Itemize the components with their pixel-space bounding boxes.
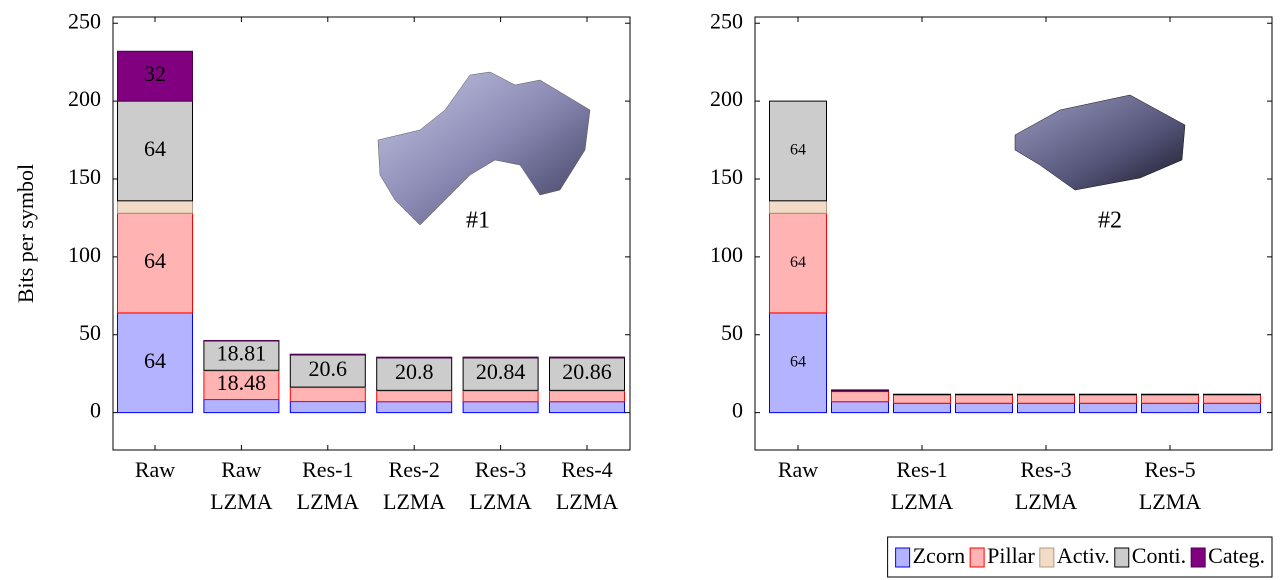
annotation: #2 <box>1098 208 1122 234</box>
bar-segment <box>376 401 453 414</box>
bar-segment <box>549 401 625 414</box>
bar-segment <box>117 212 193 314</box>
data-label: 64 <box>790 254 806 271</box>
legend-label: Conti. <box>1132 543 1186 568</box>
bar-segment <box>462 401 539 414</box>
bar-segment <box>549 357 625 391</box>
bar-segment <box>117 100 193 202</box>
bar-segment <box>117 312 193 414</box>
data-label: 20.84 <box>476 359 526 384</box>
x-tick-label: Res-1 LZMA <box>891 457 953 514</box>
y-tick-label: 0 <box>90 398 101 423</box>
annotation: #1 <box>466 208 490 234</box>
bar-segment <box>289 401 366 414</box>
legend-label: Categ. <box>1208 543 1265 568</box>
x-tick-label: Res-2 LZMA <box>383 457 445 514</box>
data-label: 18.48 <box>217 370 267 395</box>
bar-segment <box>203 370 280 401</box>
bar-segment <box>1141 402 1199 414</box>
y-axis-label: Bits per symbol <box>13 164 38 303</box>
data-label: 20.8 <box>395 359 434 384</box>
x-tick-label: Res-1 LZMA <box>297 457 359 514</box>
plot-frame <box>754 16 1273 451</box>
legend-label: Pillar <box>987 543 1035 568</box>
y-tick-label: 200 <box>68 86 101 111</box>
data-label: 18.81 <box>217 341 267 366</box>
data-label: 32 <box>144 61 166 86</box>
bar-segment <box>289 354 366 388</box>
bar-segment <box>893 402 951 414</box>
surface-image <box>377 71 591 226</box>
x-tick-label: Raw <box>135 457 175 482</box>
data-label: 20.86 <box>562 359 612 384</box>
surface-image <box>1014 94 1186 191</box>
bar-segment <box>1203 402 1261 414</box>
data-label: 64 <box>790 142 806 159</box>
bar-segment <box>549 390 625 403</box>
bar-segment <box>289 353 366 356</box>
bar-segment <box>549 356 625 359</box>
bar-segment <box>1203 394 1261 404</box>
bar-segment <box>769 312 827 414</box>
legend-swatch <box>1190 547 1206 568</box>
legend-label: Activ. <box>1057 543 1110 568</box>
plot-frame <box>112 16 631 451</box>
bar-segment <box>462 357 539 391</box>
y-tick-label: 150 <box>710 164 743 189</box>
bar-segment <box>831 401 889 414</box>
bar-segment <box>1017 402 1075 414</box>
data-label: 64 <box>790 353 806 370</box>
bar-segment <box>376 390 453 403</box>
data-label: 64 <box>144 348 166 373</box>
bar-segment <box>1079 394 1137 404</box>
legend-swatch <box>895 547 911 568</box>
legend <box>887 536 1273 578</box>
bar-segment <box>893 394 951 404</box>
bar-segment <box>1079 402 1137 414</box>
bar-segment <box>955 394 1013 404</box>
y-tick-label: 150 <box>68 164 101 189</box>
bar-segment <box>462 390 539 403</box>
y-tick-label: 50 <box>721 320 743 345</box>
x-tick-label: Raw LZMA <box>210 457 272 514</box>
bar-segment <box>203 399 280 414</box>
bar-segment <box>769 212 827 314</box>
legend-swatch <box>969 547 985 568</box>
bar-segment <box>1141 394 1199 404</box>
y-tick-label: 250 <box>68 8 101 33</box>
bar-segment <box>117 50 193 102</box>
legend-swatch <box>1039 547 1055 568</box>
y-tick-label: 100 <box>68 242 101 267</box>
data-label: 64 <box>144 248 166 273</box>
x-tick-label: Res-3 LZMA <box>1015 457 1077 514</box>
x-tick-label: Res-4 LZMA <box>556 457 618 514</box>
bar-segment <box>769 100 827 202</box>
bar-segment <box>289 387 366 403</box>
bar-segment <box>831 391 889 403</box>
y-tick-label: 250 <box>710 8 743 33</box>
y-tick-label: 50 <box>79 320 101 345</box>
bar-segment <box>769 200 827 214</box>
x-tick-label: Res-3 LZMA <box>469 457 531 514</box>
x-tick-label: Raw <box>778 457 818 482</box>
data-label: 20.6 <box>309 356 348 381</box>
y-tick-label: 200 <box>710 86 743 111</box>
legend-label: Zcorn <box>913 543 966 568</box>
y-tick-label: 0 <box>732 398 743 423</box>
bar-segment <box>955 402 1013 414</box>
x-tick-label: Res-5 LZMA <box>1139 457 1201 514</box>
bar-segment <box>462 356 539 359</box>
bar-segment <box>1017 394 1075 404</box>
legend-swatch <box>1114 547 1130 568</box>
data-label: 64 <box>144 136 166 161</box>
bar-segment <box>376 357 453 391</box>
bar-segment <box>376 356 453 359</box>
y-tick-label: 100 <box>710 242 743 267</box>
bar-segment <box>117 200 193 214</box>
